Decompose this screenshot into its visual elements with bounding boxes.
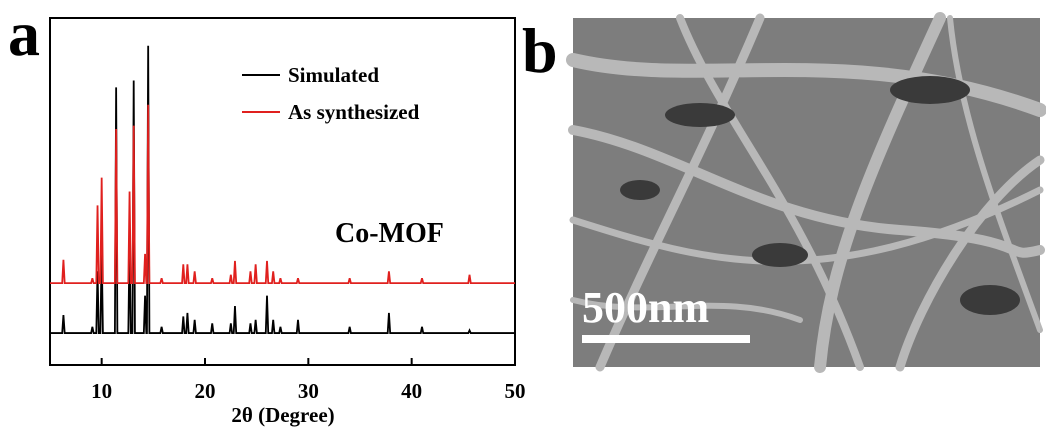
legend-label: Simulated: [288, 63, 379, 87]
scale-bar-label: 500nm: [582, 283, 709, 332]
panel-label: b: [522, 15, 558, 86]
figure: a b Co-MOF 2θ (Degree) 500nm 10 20 30 40 50 S…: [0, 0, 1046, 432]
annotation: Co-MOF: [335, 218, 444, 249]
x-tick-label: 20: [195, 379, 216, 403]
x-tick-label: 30: [298, 379, 319, 403]
data-line: [50, 105, 515, 283]
legend-label: As synthesized: [288, 100, 420, 124]
data-line: [50, 46, 515, 333]
x-tick-label: 40: [401, 379, 422, 403]
panel-label: a: [8, 0, 40, 69]
plot-frame: [50, 18, 515, 365]
x-axis-label: 2θ (Degree): [231, 403, 334, 427]
x-tick-label: 10: [91, 379, 112, 403]
x-tick-label: 50: [505, 379, 526, 403]
